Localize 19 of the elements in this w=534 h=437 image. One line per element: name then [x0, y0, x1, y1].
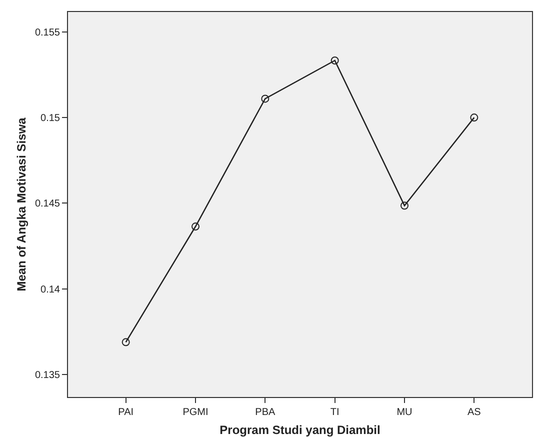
x-tick-label: AS: [468, 407, 482, 418]
y-tick-label: 0.145: [34, 198, 60, 210]
point: [261, 94, 270, 103]
point: [192, 222, 200, 231]
y-axis-title: Mean of Angka Motivasi Siswa: [14, 117, 28, 292]
y-tick-label: 0.14: [40, 284, 60, 296]
y-tick-label: 0.135: [34, 370, 60, 382]
x-tick-label: MU: [396, 407, 412, 418]
x-tick-label: PAI: [118, 407, 134, 418]
y-tick-label: 0.155: [34, 27, 60, 38]
point: [122, 338, 130, 346]
x-axis-title: Program Studi yang Diambil: [220, 422, 380, 437]
y-tick-label: 0.15: [40, 113, 60, 124]
x-tick-label: TI: [330, 407, 340, 418]
point: [470, 114, 478, 122]
x-tick-label: PBA: [255, 407, 276, 418]
point: [400, 202, 408, 210]
x-tick-label: PGMI: [182, 407, 208, 418]
point: [330, 56, 339, 64]
